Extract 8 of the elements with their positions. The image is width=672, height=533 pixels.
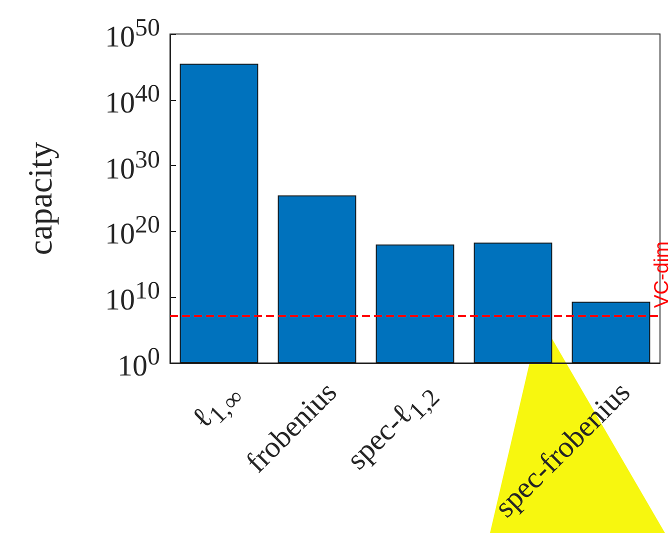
- y-axis-title: capacity: [22, 142, 60, 256]
- y-tick-label: 10$^{30}$: [105, 146, 160, 186]
- ref-line-label: VC-dim: [651, 241, 672, 308]
- y-tick-label: 10$^{40}$: [105, 80, 160, 120]
- y-tick-label: 10$^{50}$: [105, 14, 160, 54]
- y-tick-label: 10$^{0}$: [118, 344, 160, 382]
- y-tick-label: 10$^{10}$: [105, 278, 160, 317]
- y-tick-label: 10$^{20}$: [105, 212, 160, 251]
